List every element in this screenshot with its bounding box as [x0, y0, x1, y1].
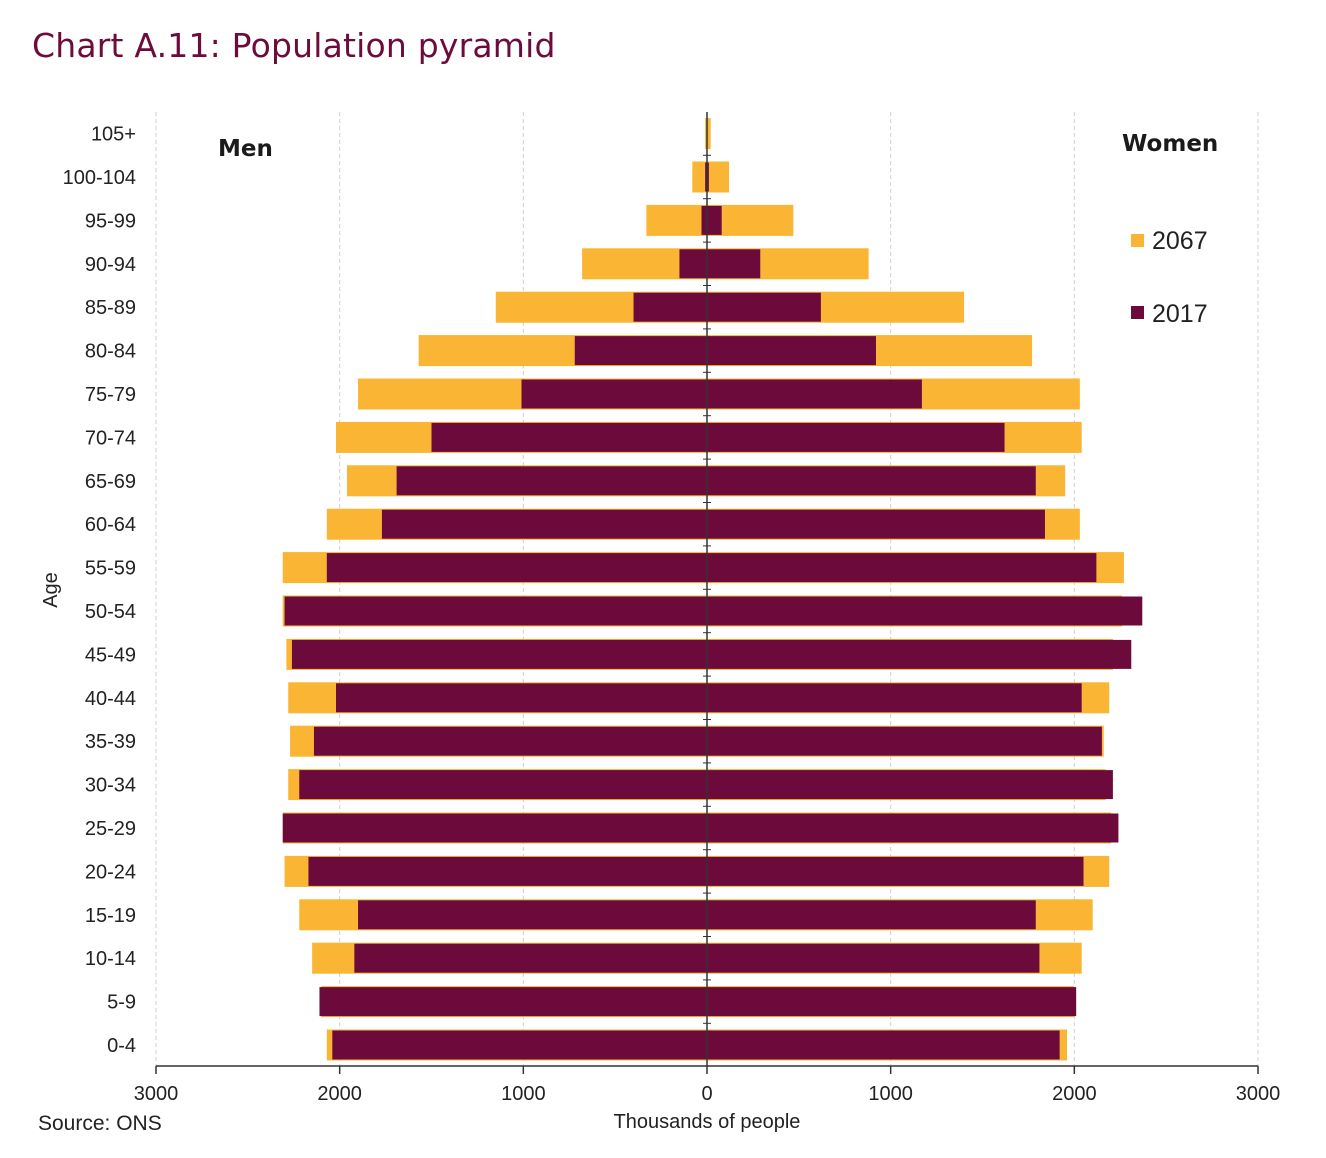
bar-2017-women-10-14: [707, 943, 1040, 973]
y-tick-label: 50-54: [85, 601, 136, 623]
bar-2017-men-85-89: [633, 292, 707, 322]
bar-2017-women-80-84: [707, 336, 876, 366]
bar-2017-men-70-74: [431, 422, 707, 452]
bar-2017-men-65-69: [396, 466, 707, 496]
bar-2017-women-5-9: [707, 987, 1077, 1017]
y-tick-label: 75-79: [85, 384, 136, 406]
bar-2067-women-100-104: [707, 161, 730, 193]
bar-2017-women-55-59: [707, 553, 1097, 583]
bar-2017-women-70-74: [707, 422, 1005, 452]
x-tick-labels: 3000 2000 1000 0 1000 2000 3000: [134, 1083, 1281, 1105]
y-tick-label: 85-89: [85, 297, 136, 319]
legend-swatch-2067: [1131, 234, 1144, 247]
bar-2017-women-40-44: [707, 683, 1082, 713]
bar-2017-men-10-14: [354, 943, 707, 973]
bar-2017-men-40-44: [335, 683, 707, 713]
bar-2017-women-85-89: [707, 292, 821, 322]
bar-2067-men-95-99: [646, 204, 707, 236]
bar-2017-men-60-64: [381, 509, 707, 539]
grid-lines: [155, 112, 1259, 1066]
x-tick-label: 2000: [1052, 1083, 1097, 1105]
bar-2017-women-0-4: [707, 1030, 1060, 1060]
y-tick-label: 70-74: [85, 427, 136, 449]
bar-2017-men-45-49: [291, 639, 707, 669]
men-side-label: Men: [218, 136, 273, 162]
bar-2017-women-50-54: [707, 596, 1143, 626]
y-tick-label: 100-104: [63, 167, 136, 189]
bar-2017-men-90-94: [679, 249, 707, 279]
bar-2017-men-30-34: [299, 770, 707, 800]
bar-2017-men-0-4: [332, 1030, 707, 1060]
bar-2017-women-45-49: [707, 639, 1132, 669]
chart-title: Chart A.11: Population pyramid: [32, 26, 556, 65]
bar-2017-women-75-79: [707, 379, 922, 409]
bar-2017-women-90-94: [707, 249, 761, 279]
bar-2067-men-105+: [705, 118, 707, 150]
legend-label-2067: 2067: [1152, 227, 1208, 255]
y-tick-label: 60-64: [85, 514, 136, 536]
x-tick-label: 1000: [501, 1083, 546, 1105]
x-tick-label: 2000: [317, 1083, 362, 1105]
bar-2017-men-35-39: [313, 726, 707, 756]
y-tick-label: 105+: [91, 124, 136, 146]
legend-label-2017: 2017: [1152, 300, 1208, 328]
bar-2017-women-60-64: [707, 509, 1045, 539]
x-axis-title: Thousands of people: [614, 1111, 801, 1133]
x-tick-label: 3000: [1236, 1083, 1281, 1105]
bar-2017-men-55-59: [326, 553, 707, 583]
bar-2017-women-100-104: [707, 162, 709, 192]
y-tick-label: 25-29: [85, 818, 136, 840]
women-side-label: Women: [1122, 131, 1218, 157]
bar-2017-women-95-99: [707, 205, 722, 235]
y-tick-label: 45-49: [85, 644, 136, 666]
bar-2017-men-100-104: [705, 162, 707, 192]
axes: [155, 112, 1259, 1074]
bar-2017-men-20-24: [308, 856, 707, 886]
y-tick-label: 15-19: [85, 905, 136, 927]
y-tick-label: 55-59: [85, 558, 136, 580]
y-tick-label: 20-24: [85, 861, 136, 883]
y-tick-label: 90-94: [85, 254, 136, 276]
y-tick-label: 80-84: [85, 341, 136, 363]
y-tick-label: 10-14: [85, 948, 136, 970]
y-axis-title: Age: [40, 572, 62, 608]
legend-swatch-2017: [1131, 306, 1144, 319]
series-2017-bars: [282, 119, 1143, 1060]
y-tick-label: 5-9: [107, 992, 136, 1014]
bar-2017-men-80-84: [574, 336, 707, 366]
bar-2017-women-30-34: [707, 770, 1113, 800]
bar-2017-men-5-9: [319, 987, 707, 1017]
y-tick-labels: 0-4 5-9 10-14 15-19 20-24 25-29 30-34 35-39 40-4…: [63, 124, 136, 1057]
bar-2017-women-15-19: [707, 900, 1036, 930]
y-tick-label: 65-69: [85, 471, 136, 493]
bar-2067-men-100-104: [692, 161, 707, 193]
y-tick-label: 95-99: [85, 210, 136, 232]
bar-2017-women-65-69: [707, 466, 1036, 496]
bar-2017-women-20-24: [707, 856, 1084, 886]
bar-2017-men-25-29: [282, 813, 707, 843]
bar-2017-men-15-19: [358, 900, 707, 930]
bar-2017-men-95-99: [701, 205, 707, 235]
bar-2017-men-75-79: [521, 379, 707, 409]
bar-2017-women-25-29: [707, 813, 1119, 843]
y-tick-label: 35-39: [85, 731, 136, 753]
y-tick-label: 40-44: [85, 688, 136, 710]
y-tick-label: 0-4: [107, 1035, 136, 1057]
source-note: Source: ONS: [38, 1112, 162, 1135]
x-tick-label: 1000: [868, 1083, 913, 1105]
bar-2067-women-105+: [707, 118, 711, 150]
bar-2017-women-35-39: [707, 726, 1102, 756]
x-tick-label: 3000: [134, 1083, 179, 1105]
x-tick-label: 0: [701, 1083, 712, 1105]
legend: 2067 2017: [1131, 227, 1208, 328]
y-tick-label: 30-34: [85, 775, 136, 797]
bar-2017-men-50-54: [284, 596, 707, 626]
